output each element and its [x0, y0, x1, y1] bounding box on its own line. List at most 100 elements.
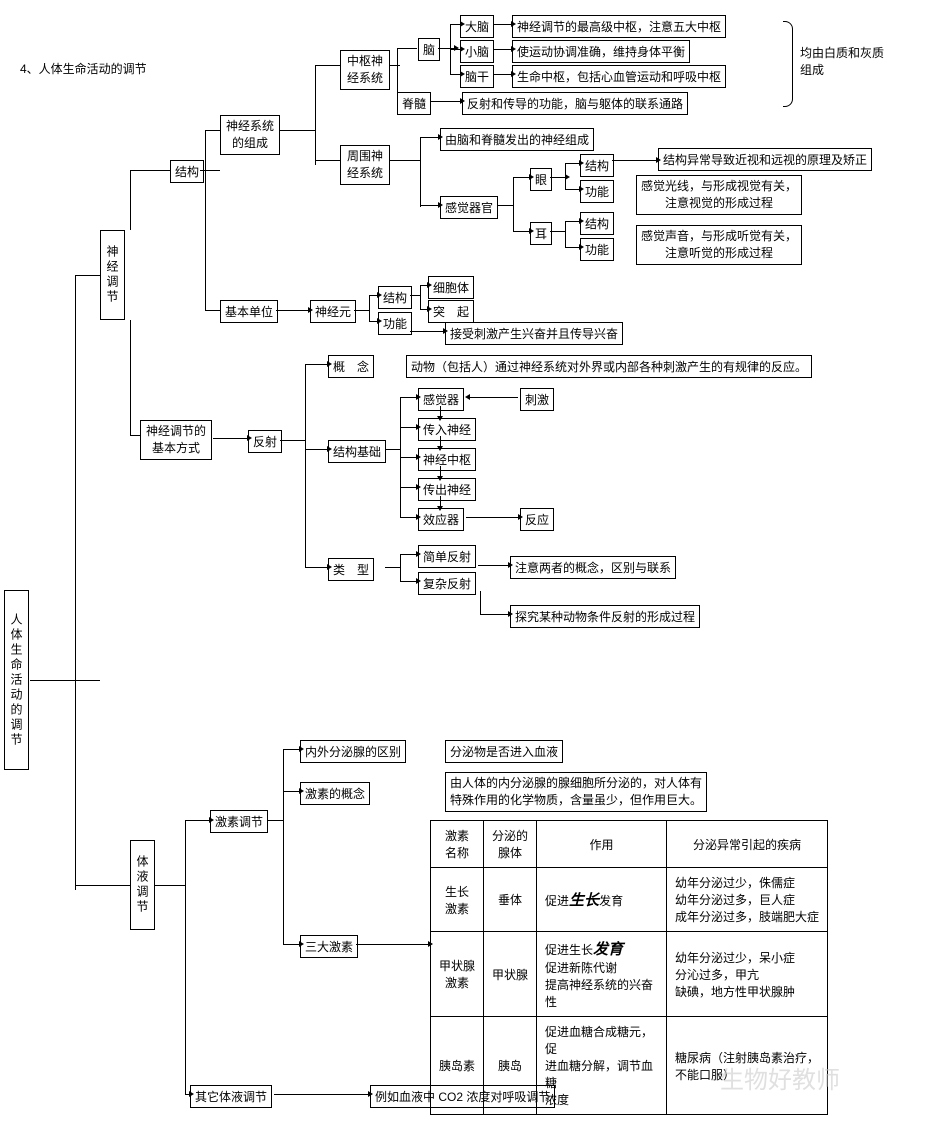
afferent: 传入神经 [418, 418, 476, 441]
line [400, 554, 401, 581]
type: 类 型 [328, 558, 374, 581]
line [550, 177, 565, 178]
arrow [400, 397, 416, 398]
line [200, 170, 220, 171]
brace-matter [783, 21, 793, 107]
nerve-label: 神经调节 [100, 230, 125, 320]
line [280, 440, 305, 441]
r1-gland: 甲状腺 [484, 932, 537, 1017]
brainstem-note: 生命中枢，包括心血管运动和呼吸中枢 [512, 65, 726, 88]
neuron-func-note: 接受刺激产生兴奋并且传导兴奋 [445, 322, 623, 345]
arrow [565, 189, 579, 190]
reflex: 反射 [248, 430, 282, 453]
arrow [283, 791, 299, 792]
gland-diff-note: 分泌物是否进入血液 [445, 740, 563, 763]
line [385, 567, 400, 568]
line [268, 820, 283, 821]
neuron-func: 功能 [378, 312, 412, 335]
arrow [400, 554, 416, 555]
humoral-label: 体液调节 [130, 840, 155, 930]
line [410, 295, 420, 296]
line [498, 205, 513, 206]
hormone-concept: 激素的概念 [300, 782, 370, 805]
arrow [213, 438, 247, 439]
arrow [400, 427, 416, 428]
cerebellum-note: 使运动协调准确，维持身体平衡 [512, 40, 690, 63]
arrow [565, 163, 579, 164]
r1-effect: 促进生长发育促进新陈代谢 提高神经系统的兴奋性 [537, 932, 667, 1017]
neuron: 神经元 [310, 300, 356, 323]
arrow [478, 565, 508, 566]
type-note: 注意两者的概念，区别与联系 [510, 556, 676, 579]
center: 神经中枢 [418, 448, 476, 471]
eye-struct-note: 结构异常导致近视和远视的原理及矫正 [658, 148, 872, 171]
line [390, 160, 420, 161]
pns-note: 由脑和脊髓发出的神经组成 [440, 128, 594, 151]
arrow [440, 406, 441, 416]
r1-name: 甲状腺 激素 [431, 932, 484, 1017]
spinal-note: 反射和传导的功能，脑与躯体的联系通路 [462, 92, 688, 115]
line [315, 65, 340, 66]
page-title: 4、人体生命活动的调节 [20, 60, 147, 77]
r2-name: 胰岛素 [431, 1017, 484, 1115]
eye-func-note: 感觉光线，与形成视觉有关， 注意视觉的形成过程 [636, 175, 802, 215]
arrow [400, 487, 416, 488]
th-gland: 分泌的 腺体 [484, 821, 537, 868]
line [385, 449, 400, 450]
arrow [565, 221, 579, 222]
arrow [450, 74, 460, 75]
spinal: 脊髓 [397, 92, 431, 115]
line [550, 231, 565, 232]
line [420, 137, 421, 207]
r0-gland: 垂体 [484, 868, 537, 932]
arrow [305, 567, 327, 568]
r2-gland: 胰岛 [484, 1017, 537, 1115]
arrow [466, 517, 518, 518]
th-name: 激素 名称 [431, 821, 484, 868]
r0-disease: 幼年分泌过少，侏儒症 幼年分泌过多，巨人症 成年分泌过多，肢端肥大症 [667, 868, 828, 932]
complex-reflex: 复杂反射 [418, 572, 476, 595]
simple-reflex: 简单反射 [418, 545, 476, 568]
line [283, 749, 284, 945]
line [75, 275, 100, 276]
line [205, 130, 220, 131]
arrow [513, 231, 529, 232]
effector: 效应器 [418, 508, 464, 531]
line [513, 177, 514, 232]
line [354, 310, 369, 311]
nervous-system: 神经系统的组成 [220, 115, 280, 155]
r0-name: 生长 激素 [431, 868, 484, 932]
arrow [400, 517, 416, 518]
neuron-struct: 结构 [378, 286, 412, 309]
arrow [420, 137, 438, 138]
arrow [400, 457, 416, 458]
hormone-concept-note: 由人体的内分泌腺的腺细胞所分泌的，对人体有 特殊作用的化学物质，含量虽少，但作用… [445, 772, 707, 812]
arrow [450, 24, 460, 25]
line [130, 435, 140, 436]
sense-organ: 感觉器官 [440, 196, 498, 219]
line [420, 285, 421, 309]
root-node: 人体生命活动的调节 [4, 590, 29, 770]
arrow [274, 1094, 368, 1095]
r1-disease: 幼年分泌过少，呆小症 分沁过多，甲亢 缺碘，地方性甲状腺肿 [667, 932, 828, 1017]
th-disease: 分泌异常引起的疾病 [667, 821, 828, 868]
cerebrum: 大脑 [460, 15, 494, 38]
arrow [305, 449, 327, 450]
concept-note: 动物（包括人）通过神经系统对外界或内部各种刺激产生的有规律的反应。 [406, 355, 812, 378]
pns: 周围神经系统 [340, 145, 390, 185]
cns: 中枢神经系统 [340, 50, 390, 90]
brainstem: 脑干 [460, 65, 494, 88]
arrow [513, 177, 529, 178]
cell-body: 细胞体 [428, 276, 474, 299]
line [315, 160, 340, 161]
line [130, 170, 131, 230]
hormone-reg: 激素调节 [210, 810, 268, 833]
arrow [493, 24, 511, 25]
gland-diff: 内外分泌腺的区别 [300, 740, 406, 763]
line [75, 275, 76, 890]
arrow [305, 364, 327, 365]
line [397, 48, 398, 103]
concept: 概 念 [328, 355, 374, 378]
ear-func: 功能 [580, 238, 614, 261]
line [130, 320, 131, 435]
